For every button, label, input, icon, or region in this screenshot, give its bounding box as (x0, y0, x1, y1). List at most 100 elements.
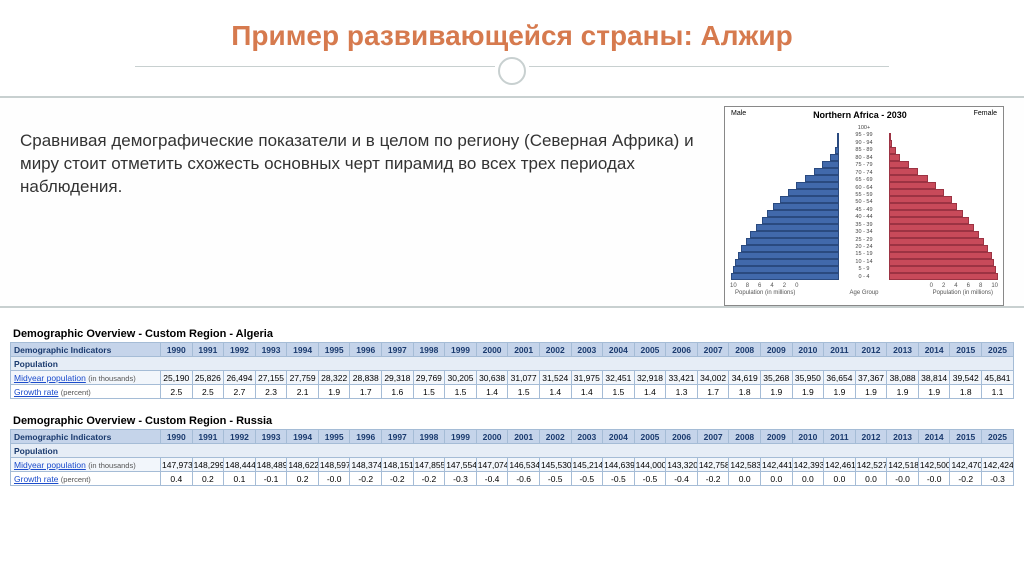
table-cell: 28,838 (350, 371, 382, 385)
pyramid-bar-female (889, 182, 936, 189)
table-header-year: 2025 (982, 430, 1014, 444)
table-header-year: 2001 (508, 343, 540, 357)
pyramid-bar-female (889, 133, 891, 140)
table-cell: 142,518 (887, 458, 919, 472)
table-cell: 145,214 (571, 458, 603, 472)
table-cell: 0.2 (287, 472, 319, 486)
pyramid-age-label: 65 - 69 (839, 177, 889, 183)
table-cell: 148,151 (382, 458, 414, 472)
pyramid-bar-female (889, 210, 963, 217)
pyramid-bar-male (788, 189, 839, 196)
table-row-label[interactable]: Growth rate (percent) (11, 385, 161, 399)
table-cell: 34,619 (729, 371, 761, 385)
table-row-label[interactable]: Growth rate (percent) (11, 472, 161, 486)
table-header-year: 2002 (539, 343, 571, 357)
pyramid-age-label: 25 - 29 (839, 237, 889, 243)
table-cell: 1.9 (792, 385, 824, 399)
pyramid-bar-male (762, 217, 840, 224)
table-header-year: 2001 (508, 430, 540, 444)
pyramid-bar-male (814, 168, 839, 175)
table-cell: 146,534 (508, 458, 540, 472)
table-cell: 1.7 (350, 385, 382, 399)
table-header-year: 2008 (729, 343, 761, 357)
pyramid-bar-female (889, 224, 975, 231)
table-cell: 147,855 (413, 458, 445, 472)
table-cell: 1.4 (476, 385, 508, 399)
table-header-year: 2003 (571, 343, 603, 357)
table-title: Demographic Overview - Custom Region - A… (10, 326, 1014, 342)
table-header-year: 2010 (792, 343, 824, 357)
pyramid-male-bars (725, 122, 839, 282)
table-header-year: 2000 (476, 430, 508, 444)
table-cell: -0.3 (445, 472, 477, 486)
pyramid-bar-female (889, 266, 996, 273)
table-header-year: 2013 (887, 430, 919, 444)
table-row-label[interactable]: Midyear population (in thousands) (11, 458, 161, 472)
table-cell: -0.2 (382, 472, 414, 486)
table-cell: 35,950 (792, 371, 824, 385)
table-cell: 27,155 (255, 371, 287, 385)
slide-title: Пример развивающейся страны: Алжир (0, 0, 1024, 57)
pyramid-bar-male (780, 196, 839, 203)
pyramid-bar-male (733, 266, 839, 273)
table-header-year: 1993 (255, 430, 287, 444)
pyramid-bar-female (889, 161, 910, 168)
table-cell: 148,597 (318, 458, 350, 472)
table-cell: 148,489 (255, 458, 287, 472)
pyramid-age-label: 95 - 99 (839, 132, 889, 138)
tables-area: Demographic Overview - Custom Region - A… (0, 308, 1024, 486)
table-row-label[interactable]: Midyear population (in thousands) (11, 371, 161, 385)
table-cell: 39,542 (950, 371, 982, 385)
table-cell: 0.0 (855, 472, 887, 486)
table-cell: 27,759 (287, 371, 319, 385)
table-cell: 34,002 (697, 371, 729, 385)
demographic-table: Demographic Indicators199019911992199319… (10, 342, 1014, 399)
table-cell: 29,318 (382, 371, 414, 385)
pyramid-bar-female (889, 140, 892, 147)
pyramid-bar-female (889, 196, 952, 203)
table-cell: 142,583 (729, 458, 761, 472)
table-cell: 25,190 (161, 371, 193, 385)
table-cell: 35,268 (760, 371, 792, 385)
table-header-year: 1995 (318, 430, 350, 444)
table-cell: 2.3 (255, 385, 287, 399)
table-header-year: 2007 (697, 430, 729, 444)
table-cell: 33,421 (666, 371, 698, 385)
table-cell: 30,205 (445, 371, 477, 385)
table-cell: 147,074 (476, 458, 508, 472)
table-title: Demographic Overview - Custom Region - R… (10, 413, 1014, 429)
table-header-year: 2008 (729, 430, 761, 444)
pyramid-age-label: 35 - 39 (839, 222, 889, 228)
demographic-table: Demographic Indicators199019911992199319… (10, 429, 1014, 486)
table-cell: 145,530 (539, 458, 571, 472)
table-header-year: 2014 (918, 343, 950, 357)
table-cell: 38,088 (887, 371, 919, 385)
table-header-year: 1997 (382, 343, 414, 357)
pyramid-bar-male (735, 259, 839, 266)
table-cell: 1.5 (413, 385, 445, 399)
table-cell: -0.4 (476, 472, 508, 486)
pyramid-bar-male (741, 245, 839, 252)
pyramid-bar-male (805, 175, 839, 182)
pyramid-age-label: 30 - 34 (839, 229, 889, 235)
table-cell: 148,444 (224, 458, 256, 472)
table-header-year: 1991 (192, 343, 224, 357)
title-ornament (0, 57, 1024, 90)
table-cell: 144,639 (603, 458, 635, 472)
table-cell: 28,322 (318, 371, 350, 385)
table-cell: 142,470 (950, 458, 982, 472)
pyramid-bar-female (889, 238, 984, 245)
pyramid-age-label: 5 - 9 (839, 266, 889, 272)
table-header-year: 1990 (161, 343, 193, 357)
table-header-year: 2002 (539, 430, 571, 444)
table-cell: 31,524 (539, 371, 571, 385)
table-header-year: 2006 (666, 343, 698, 357)
table-cell: 0.1 (224, 472, 256, 486)
table-header-year: 2015 (950, 343, 982, 357)
table-header-year: 1992 (224, 343, 256, 357)
table-header-year: 1996 (350, 430, 382, 444)
table-cell: 0.0 (824, 472, 856, 486)
pyramid-male-label: Male (731, 110, 746, 120)
pyramid-age-label: 0 - 4 (839, 274, 889, 280)
table-header-year: 1998 (413, 430, 445, 444)
